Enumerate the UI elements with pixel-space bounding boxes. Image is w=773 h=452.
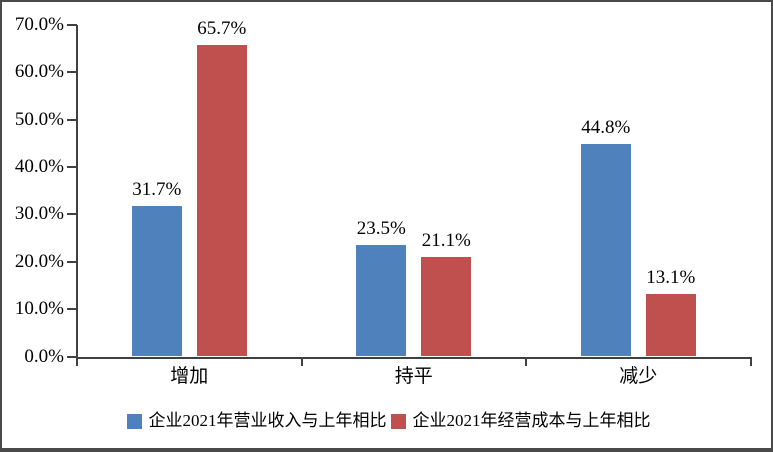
- legend-swatch-revenue: [126, 413, 142, 429]
- y-axis-tick: [67, 118, 77, 121]
- data-label-cost-flat: 21.1%: [421, 229, 471, 251]
- y-axis-label: 40.0%: [14, 156, 64, 178]
- y-axis-tick: [67, 213, 77, 216]
- y-axis-tick: [67, 355, 77, 358]
- y-axis-label: 50.0%: [14, 108, 64, 130]
- bar-revenue-decrease: [580, 144, 631, 357]
- y-axis-label: 10.0%: [14, 298, 64, 320]
- legend: 企业2021年营业收入与上年相比 企业2021年经营成本与上年相比: [2, 410, 771, 432]
- y-axis-tick: [67, 260, 77, 263]
- legend-swatch-cost: [390, 413, 406, 429]
- data-label-cost-decrease: 13.1%: [646, 267, 696, 289]
- bar-revenue-increase: [131, 206, 182, 357]
- y-axis-label: 70.0%: [14, 14, 64, 35]
- x-axis-category-label-flat: 持平: [394, 366, 433, 387]
- y-axis-tick: [67, 71, 77, 74]
- y-axis-label: 30.0%: [14, 203, 64, 225]
- y-axis-label: 20.0%: [14, 250, 64, 272]
- y-axis-tick: [67, 24, 77, 26]
- y-axis-line: [76, 25, 78, 357]
- y-axis-tick: [67, 166, 77, 169]
- x-axis-category-label-increase: 增加: [170, 366, 209, 387]
- legend-label-cost: 企业2021年经营成本与上年相比: [412, 411, 651, 430]
- bar-cost-flat: [421, 256, 472, 357]
- data-label-cost-increase: 65.7%: [197, 18, 247, 40]
- x-axis-tick: [525, 358, 527, 366]
- data-label-revenue-decrease: 44.8%: [581, 117, 631, 139]
- bar-cost-decrease: [645, 294, 696, 357]
- bar-cost-increase: [196, 45, 247, 357]
- y-axis-label: 0.0%: [24, 345, 64, 367]
- data-label-revenue-increase: 31.7%: [132, 179, 182, 201]
- x-axis-category-label-decrease: 减少: [619, 366, 658, 387]
- x-axis-tick: [76, 358, 78, 366]
- y-axis-label: 60.0%: [14, 61, 64, 83]
- legend-label-revenue: 企业2021年营业收入与上年相比: [148, 411, 387, 430]
- y-axis-tick: [67, 308, 77, 311]
- x-axis-line: [76, 356, 752, 359]
- data-label-revenue-flat: 23.5%: [356, 218, 406, 240]
- x-axis-tick: [749, 358, 752, 366]
- x-axis-tick: [300, 358, 303, 366]
- bar-revenue-flat: [356, 245, 407, 357]
